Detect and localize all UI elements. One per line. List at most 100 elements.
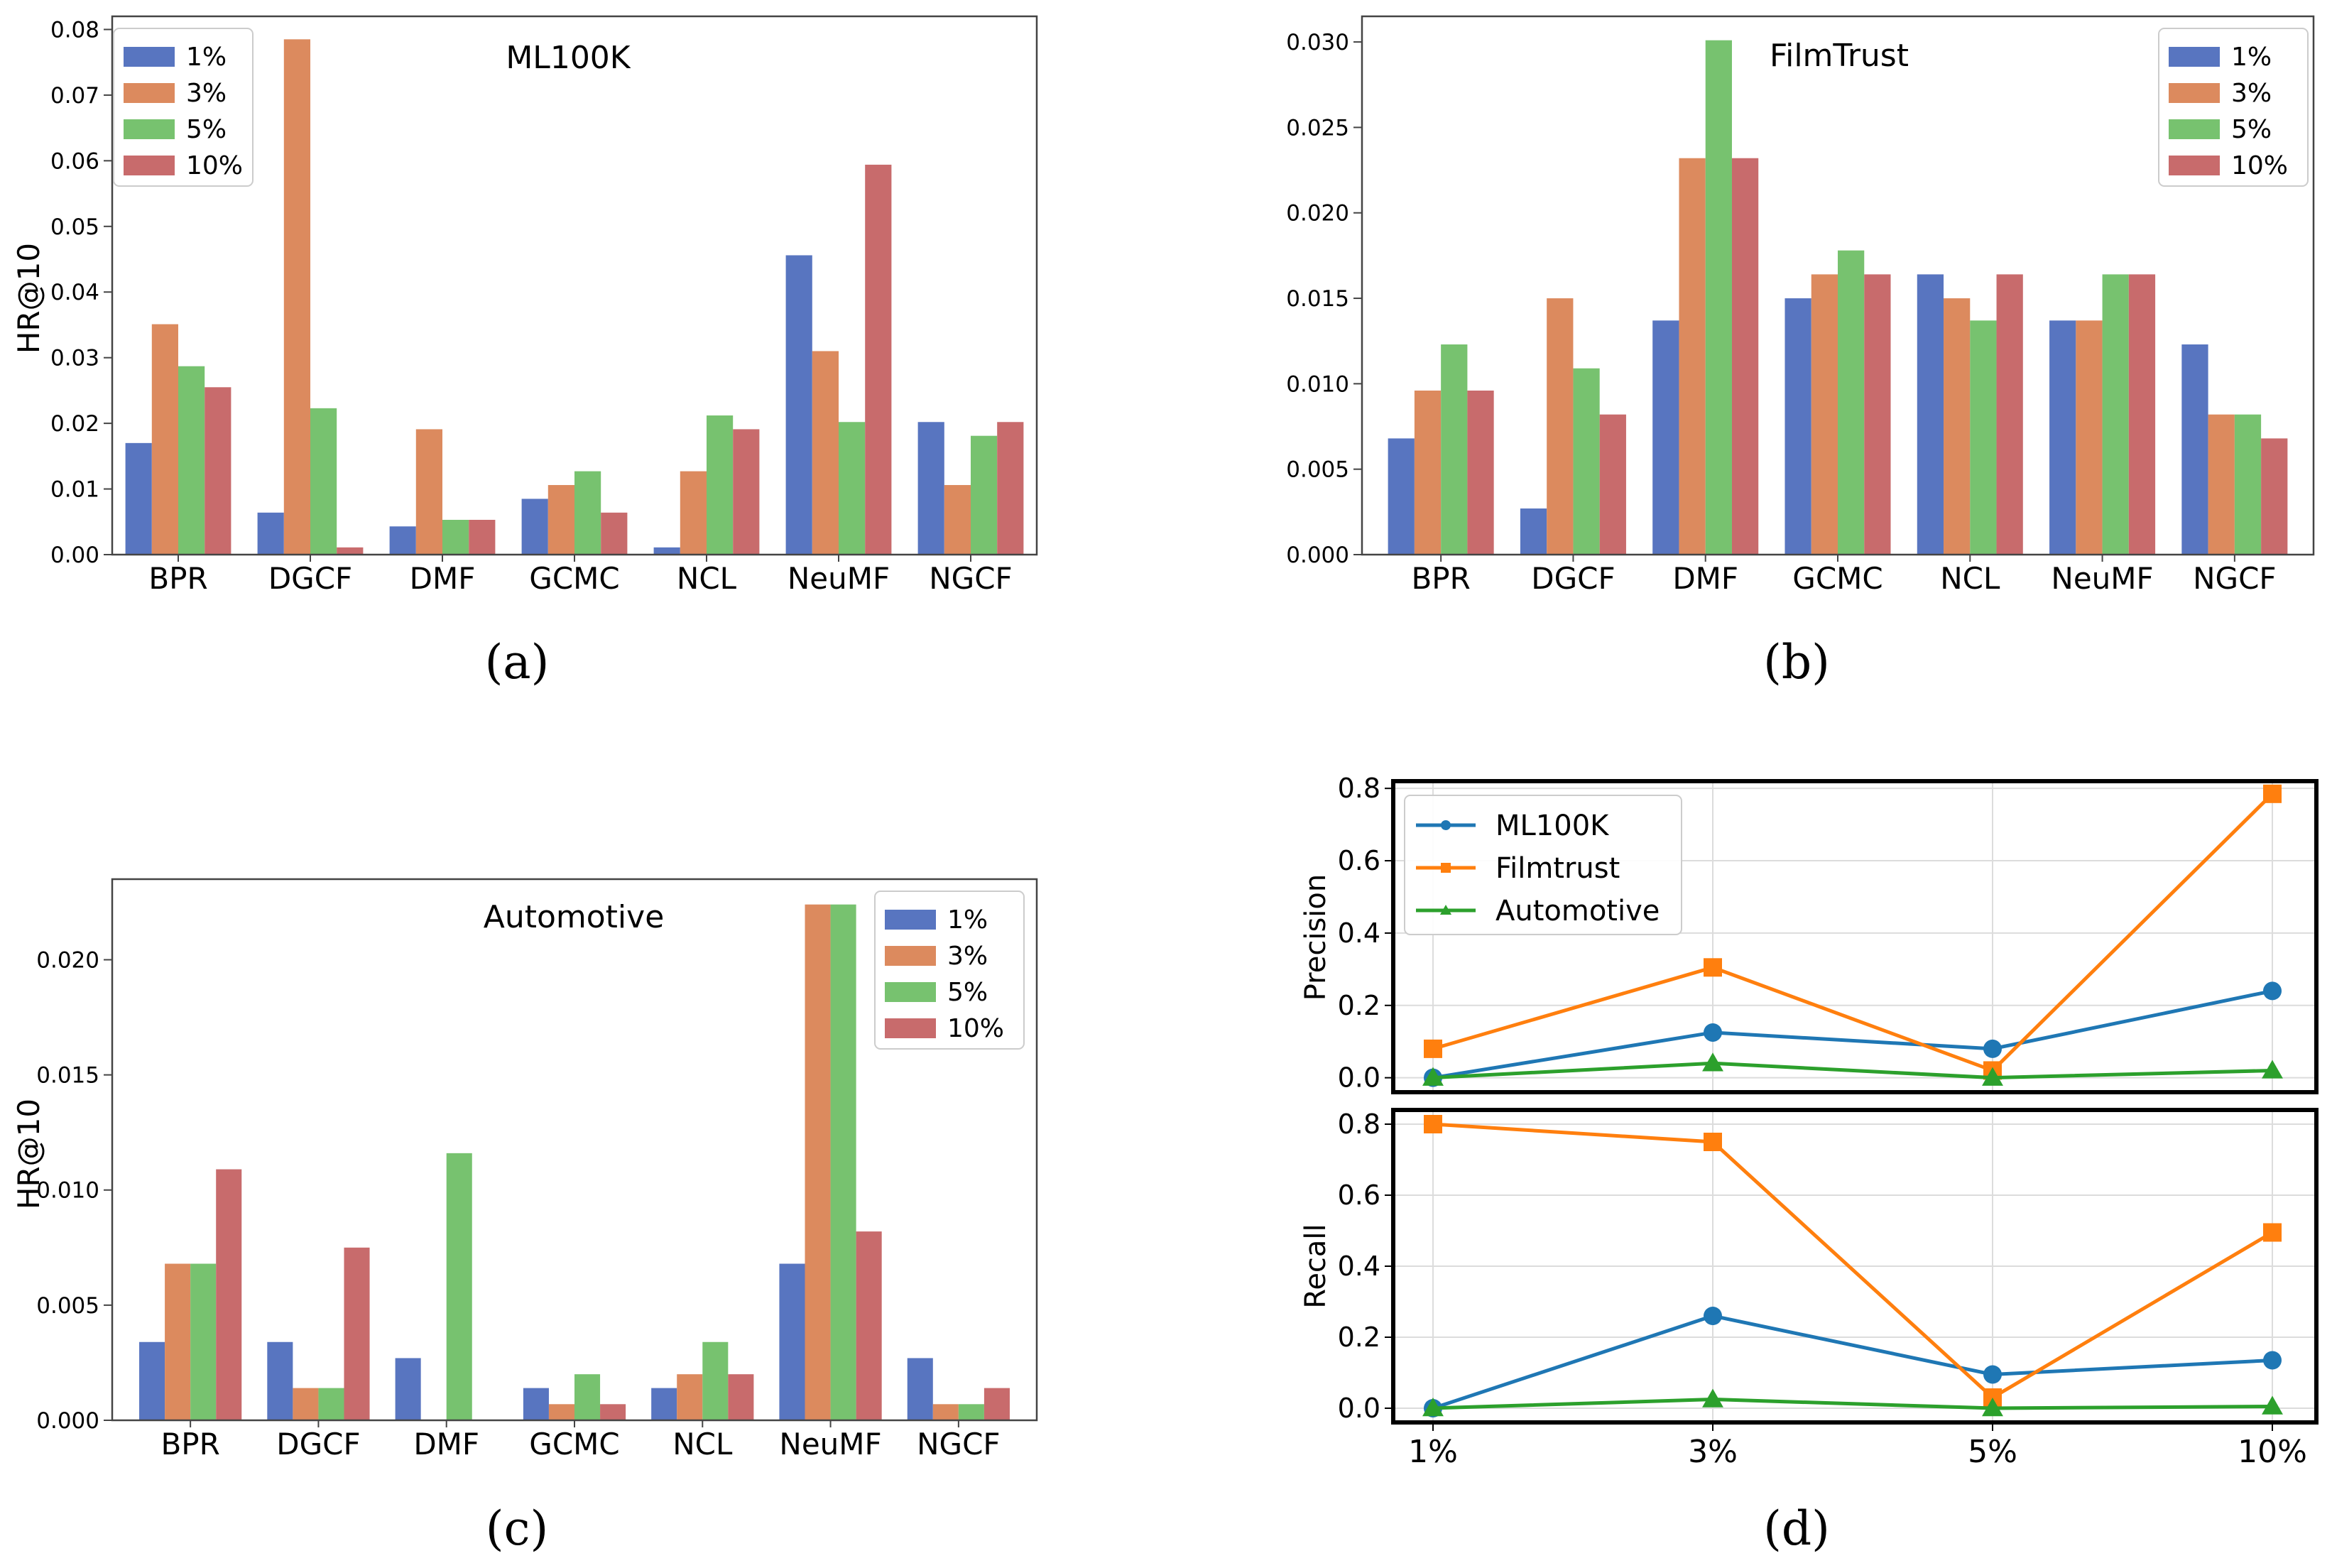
point-automotive-3pct — [1702, 1052, 1723, 1072]
bar-neumf-3pct — [812, 351, 839, 555]
legend-marker — [1439, 904, 1452, 915]
bar-bpr-3pct — [151, 324, 178, 555]
panel-caption: (b) — [1763, 635, 1830, 690]
panel-b-filmtrust-hr-bar-chart: 0.000 0.005 0.010 0.015 0.020 0.025 0.030 BPR DG… — [1286, 15, 2315, 690]
legend-label: Automotive — [1495, 895, 1660, 927]
bar-ncl-1pct — [651, 1388, 677, 1420]
point-filmtrust-1pct — [1424, 1039, 1442, 1058]
legend-swatch — [885, 946, 936, 966]
legend-label: ML100K — [1495, 810, 1610, 842]
bar-ngcf-3pct — [944, 485, 971, 555]
point-automotive-3pct — [1702, 1388, 1723, 1408]
point-filmtrust-1pct — [1424, 1115, 1442, 1133]
legend-swatch — [124, 83, 175, 103]
y-tick-label: 0.2 — [1338, 990, 1380, 1021]
bar-dmf-10pct — [1731, 158, 1759, 555]
line-automotive — [1432, 1061, 2273, 1080]
x-tick-label: 3% — [1688, 1434, 1738, 1470]
legend-swatch — [2169, 83, 2220, 103]
bar-dgcf-5pct — [310, 408, 337, 555]
y-tick-label: 0.025 — [1286, 115, 1349, 141]
x-tick-label: DMF — [410, 561, 476, 596]
point-filmtrust-3pct — [1704, 1133, 1722, 1151]
bar-bpr-10pct — [216, 1169, 242, 1420]
bar-dgcf-3pct — [293, 1388, 319, 1420]
x-tick-label: DGCF — [1531, 561, 1615, 596]
x-tick-label: NGCF — [917, 1427, 1000, 1461]
y-tick-label: 0.8 — [1338, 773, 1380, 804]
x-tick-label: DMF — [413, 1427, 479, 1461]
bar-ncl-10pct — [733, 429, 760, 555]
y-tick-label: 0.030 — [1286, 30, 1349, 55]
bar-neumf-10pct — [865, 164, 892, 555]
bar-bpr-5pct — [190, 1263, 217, 1420]
legend-swatch — [885, 982, 936, 1002]
bar-ngcf-10pct — [984, 1388, 1010, 1420]
y-tick-label: 0.03 — [50, 346, 99, 371]
legend-swatch — [885, 910, 936, 930]
bar-ncl-10pct — [728, 1374, 754, 1420]
panel-caption: (c) — [486, 1501, 548, 1556]
bar-neumf-5pct — [839, 422, 866, 555]
y-tick-label: 0.020 — [36, 947, 99, 973]
y-tick-label: 0.0 — [1338, 1062, 1380, 1094]
y-tick-label: 0.6 — [1338, 845, 1380, 876]
bar-gcmc-5pct — [574, 471, 601, 555]
legend-box — [1404, 795, 1682, 935]
bar-ngcf-1pct — [917, 422, 944, 555]
bar-ncl-10pct — [1996, 274, 2023, 555]
bar-bpr-1pct — [139, 1341, 165, 1420]
bar-dmf-1pct — [389, 526, 416, 555]
precision-subplot: 0.0 0.2 0.4 0.6 0.8 Precision ML100K Filmtrus… — [1300, 773, 2319, 1094]
panel-a-ml100k-hr-bar-chart: 0.00 0.01 0.02 0.03 0.04 0.05 0.06 0.07 0.08 BPR D… — [11, 15, 1038, 690]
x-tick-label: NGCF — [929, 561, 1012, 596]
x-tick-label: NeuMF — [779, 1427, 881, 1461]
bar-neumf-5pct — [830, 904, 856, 1420]
bar-ngcf-10pct — [997, 422, 1024, 555]
x-tick-label: DGCF — [268, 561, 352, 596]
bar-dgcf-1pct — [1520, 508, 1547, 555]
bar-ncl-3pct — [680, 471, 707, 555]
legend-label: 3% — [186, 79, 227, 108]
x-tick-label: 1% — [1408, 1434, 1458, 1470]
legend-swatch — [124, 156, 175, 175]
bar-gcmc-10pct — [601, 512, 628, 555]
y-tick-label: 0.2 — [1338, 1322, 1380, 1353]
y-tick-label: 0.06 — [50, 148, 99, 174]
bar-ncl-5pct — [702, 1341, 729, 1420]
x-tick-label: BPR — [1411, 561, 1470, 596]
bar-neumf-1pct — [2049, 320, 2076, 555]
chart-title: ML100K — [506, 40, 631, 76]
legend-swatch — [885, 1018, 936, 1038]
point-automotive-5pct — [1982, 1067, 2003, 1086]
bar-dgcf-1pct — [267, 1341, 293, 1420]
chart-title: Automotive — [484, 899, 665, 935]
point-ml100k-5pct — [1983, 1365, 2002, 1384]
legend-label: 5% — [947, 978, 988, 1007]
bar-neumf-10pct — [2128, 274, 2156, 555]
x-tick-label: NCL — [1940, 561, 2000, 596]
y-tick-label: 0.020 — [1286, 201, 1349, 227]
y-tick-label: 0.08 — [50, 17, 99, 43]
point-ml100k-10pct — [2263, 1351, 2282, 1370]
x-tick-label: DMF — [1672, 561, 1738, 596]
x-tick-label: NeuMF — [2051, 561, 2153, 596]
bar-neumf-3pct — [2076, 320, 2103, 555]
x-tick-label: GCMC — [529, 1427, 619, 1461]
bar-gcmc-10pct — [600, 1404, 626, 1420]
bar-ncl-1pct — [1917, 274, 1944, 555]
y-tick-label: 0.4 — [1338, 918, 1380, 949]
bar-dmf-5pct — [446, 1153, 472, 1420]
bar-ncl-5pct — [707, 415, 734, 555]
x-tick-label: NCL — [672, 1427, 733, 1461]
y-axis-label: HR@10 — [11, 1099, 46, 1209]
point-automotive-1pct — [1422, 1398, 1444, 1417]
x-tick-label: NeuMF — [788, 561, 890, 596]
legend-label: 1% — [2231, 43, 2272, 72]
bar-bpr-5pct — [178, 366, 205, 555]
bar-dmf-3pct — [1679, 158, 1706, 555]
y-tick-label: 0.0 — [1338, 1393, 1380, 1424]
y-tick-label: 0.015 — [36, 1063, 99, 1089]
y-tick-label: 0.8 — [1338, 1109, 1380, 1140]
legend-swatch — [124, 47, 175, 67]
